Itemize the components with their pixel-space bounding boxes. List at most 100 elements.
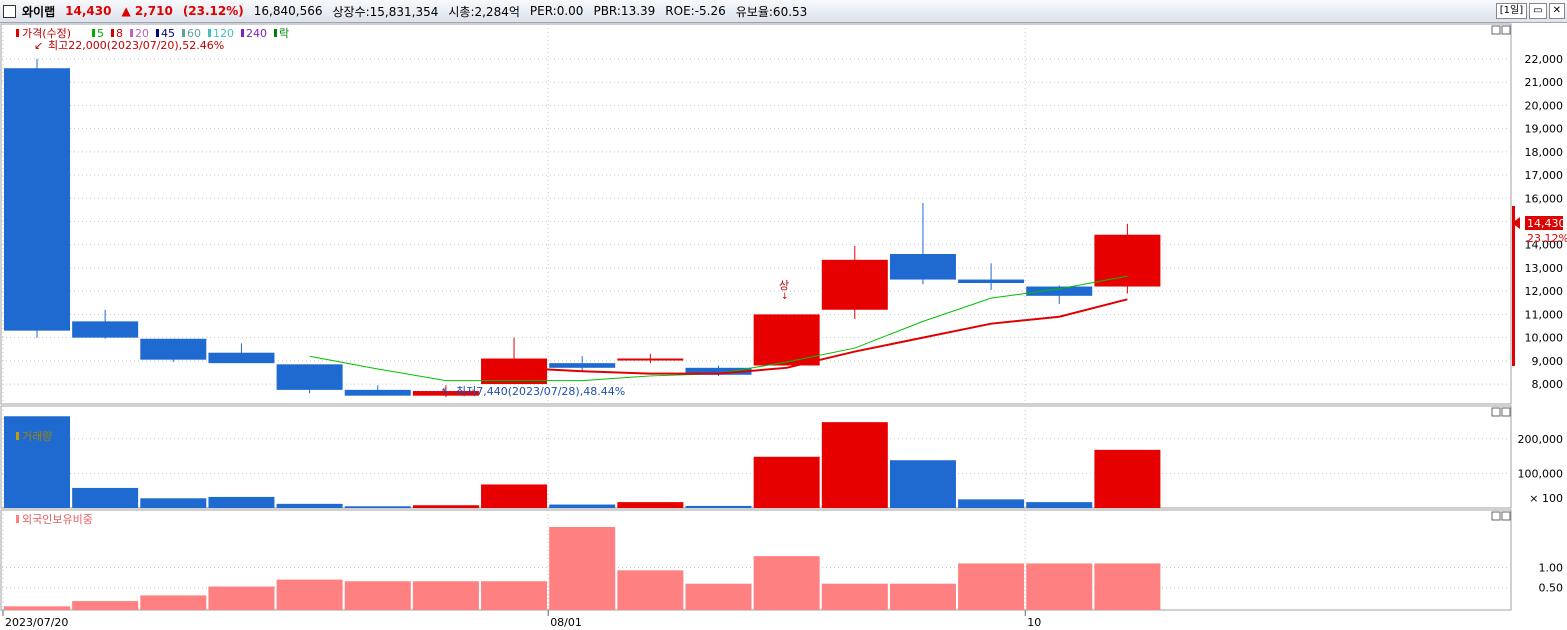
foreign-bar bbox=[753, 556, 820, 610]
volume-panel-controls[interactable] bbox=[1491, 407, 1511, 417]
ma-legend-swatch bbox=[241, 29, 244, 37]
date-tick-label: 08/01 bbox=[550, 616, 582, 629]
price-tick-label: 10,000 bbox=[1525, 332, 1564, 345]
ma-legend-swatch bbox=[182, 29, 185, 37]
maximize-icon[interactable] bbox=[1491, 511, 1501, 521]
volume-bar bbox=[72, 487, 139, 508]
pbr-value: PBR:13.39 bbox=[593, 4, 656, 18]
ma-legend-label: 120 bbox=[213, 27, 234, 40]
close-panel-icon[interactable] bbox=[1501, 407, 1511, 417]
foreign-bar bbox=[140, 595, 207, 610]
foreign-legend: 외국인보유비중 bbox=[16, 513, 93, 526]
volume-bar bbox=[889, 460, 956, 508]
candle-body bbox=[72, 321, 139, 338]
ma-legend-label: 락 bbox=[279, 27, 289, 40]
ma-legend-swatch bbox=[208, 29, 211, 37]
price-tick-label: 12,000 bbox=[1525, 285, 1564, 298]
price-tick-label: 20,000 bbox=[1525, 99, 1564, 112]
foreign-bar bbox=[617, 570, 684, 610]
listed-shares: 상장수:15,831,354 bbox=[332, 4, 439, 19]
foreign-tick-label: 0.50 bbox=[1539, 582, 1564, 595]
volume-legend: 거래량 bbox=[16, 430, 52, 443]
current-price: 14,430 bbox=[65, 4, 112, 18]
stock-name[interactable]: 와이랩 bbox=[22, 4, 56, 19]
candle-body bbox=[412, 391, 479, 396]
price-tick-label: 19,000 bbox=[1525, 123, 1564, 136]
price-change-pct: (23.12%) bbox=[182, 4, 244, 18]
foreign-legend-label: 외국인보유비중 bbox=[22, 513, 93, 526]
volume-bar bbox=[276, 503, 343, 508]
maximize-icon[interactable] bbox=[1491, 407, 1501, 417]
foreign-panel-controls[interactable] bbox=[1491, 511, 1511, 521]
ma-legend-label: 240 bbox=[246, 27, 267, 40]
foreign-bar bbox=[208, 586, 275, 610]
minimize-icon[interactable]: ▭ bbox=[1529, 3, 1547, 19]
close-panel-icon[interactable] bbox=[1501, 511, 1511, 521]
ma-legend-swatch bbox=[111, 29, 114, 37]
period-selector[interactable]: [1일] bbox=[1495, 3, 1528, 19]
low-annotation-arrow: ↖ bbox=[441, 385, 450, 398]
volume-bar bbox=[412, 505, 479, 508]
candle-body bbox=[1026, 286, 1093, 296]
candle-body bbox=[140, 338, 207, 360]
price-legend-label: 가격(수정) bbox=[22, 27, 71, 40]
foreign-tick-label: 1.00 bbox=[1539, 561, 1564, 574]
ma-legend-swatch bbox=[130, 29, 133, 37]
price-tick-label: 17,000 bbox=[1525, 169, 1564, 182]
volume-bar bbox=[821, 422, 888, 508]
ma-legend-label: 20 bbox=[135, 27, 149, 40]
foreign-bar bbox=[1026, 563, 1093, 610]
maximize-icon[interactable] bbox=[1491, 25, 1501, 35]
volume-bar bbox=[140, 498, 207, 508]
close-icon[interactable]: ✕ bbox=[1548, 3, 1565, 19]
volume-bar bbox=[208, 496, 275, 508]
price-tick-label: 8,000 bbox=[1532, 378, 1564, 391]
ma-legend-label: 45 bbox=[161, 27, 175, 40]
upper-limit-mark: 상 bbox=[779, 279, 789, 292]
candle-body bbox=[617, 358, 684, 361]
volume-bar bbox=[753, 456, 820, 508]
candle-body bbox=[1094, 234, 1161, 287]
price-tick-label: 9,000 bbox=[1532, 355, 1564, 368]
ma8-line bbox=[513, 298, 1128, 375]
candle-body bbox=[753, 314, 820, 366]
ma-legend-label: 60 bbox=[187, 27, 201, 40]
high-annotation-arrow: ↙ bbox=[34, 39, 43, 52]
per-value: PER:0.00 bbox=[529, 4, 584, 18]
last-price-label: 14,430 bbox=[1527, 217, 1566, 230]
volume-bar bbox=[617, 502, 684, 508]
last-pct-label: 23.12% bbox=[1527, 232, 1567, 245]
price-tick-label: 18,000 bbox=[1525, 146, 1564, 159]
price-tick-label: 11,000 bbox=[1525, 308, 1564, 321]
close-panel-icon[interactable] bbox=[1501, 25, 1511, 35]
price-legend: 가격(수정) 5 8 20 45 60 120 240 락 bbox=[16, 27, 289, 40]
foreign-bar bbox=[481, 581, 548, 610]
volume-legend-label: 거래량 bbox=[22, 430, 52, 443]
price-tick-label: 13,000 bbox=[1525, 262, 1564, 275]
foreign-bar bbox=[4, 606, 70, 610]
date-tick-label: 2023/07/20 bbox=[5, 616, 68, 629]
candle-body bbox=[208, 352, 275, 364]
date-tick-label: 10 bbox=[1027, 616, 1041, 629]
high-annotation: 최고22,000(2023/07/20),52.46% bbox=[48, 39, 224, 52]
ma-legend-label: 5 bbox=[97, 27, 104, 40]
volume-bar bbox=[4, 416, 70, 508]
foreign-bar bbox=[344, 581, 411, 610]
candle-body bbox=[821, 259, 888, 310]
foreign-bar bbox=[889, 583, 956, 610]
candle-body bbox=[889, 254, 956, 280]
volume-bar bbox=[481, 484, 548, 508]
volume-unit-label: × 100 bbox=[1529, 492, 1563, 505]
price-panel-controls[interactable] bbox=[1491, 25, 1511, 35]
price-tick-label: 21,000 bbox=[1525, 76, 1564, 89]
ma-legend-swatch bbox=[156, 29, 159, 37]
volume-bar bbox=[958, 499, 1025, 508]
foreign-bar bbox=[685, 583, 752, 610]
foreign-bar bbox=[72, 601, 139, 610]
upper-limit-arrow: ↓ bbox=[781, 292, 789, 302]
foreign-bar bbox=[1094, 563, 1161, 610]
candle-body bbox=[344, 389, 411, 396]
candle-body bbox=[481, 358, 548, 385]
select-checkbox[interactable] bbox=[3, 4, 16, 18]
